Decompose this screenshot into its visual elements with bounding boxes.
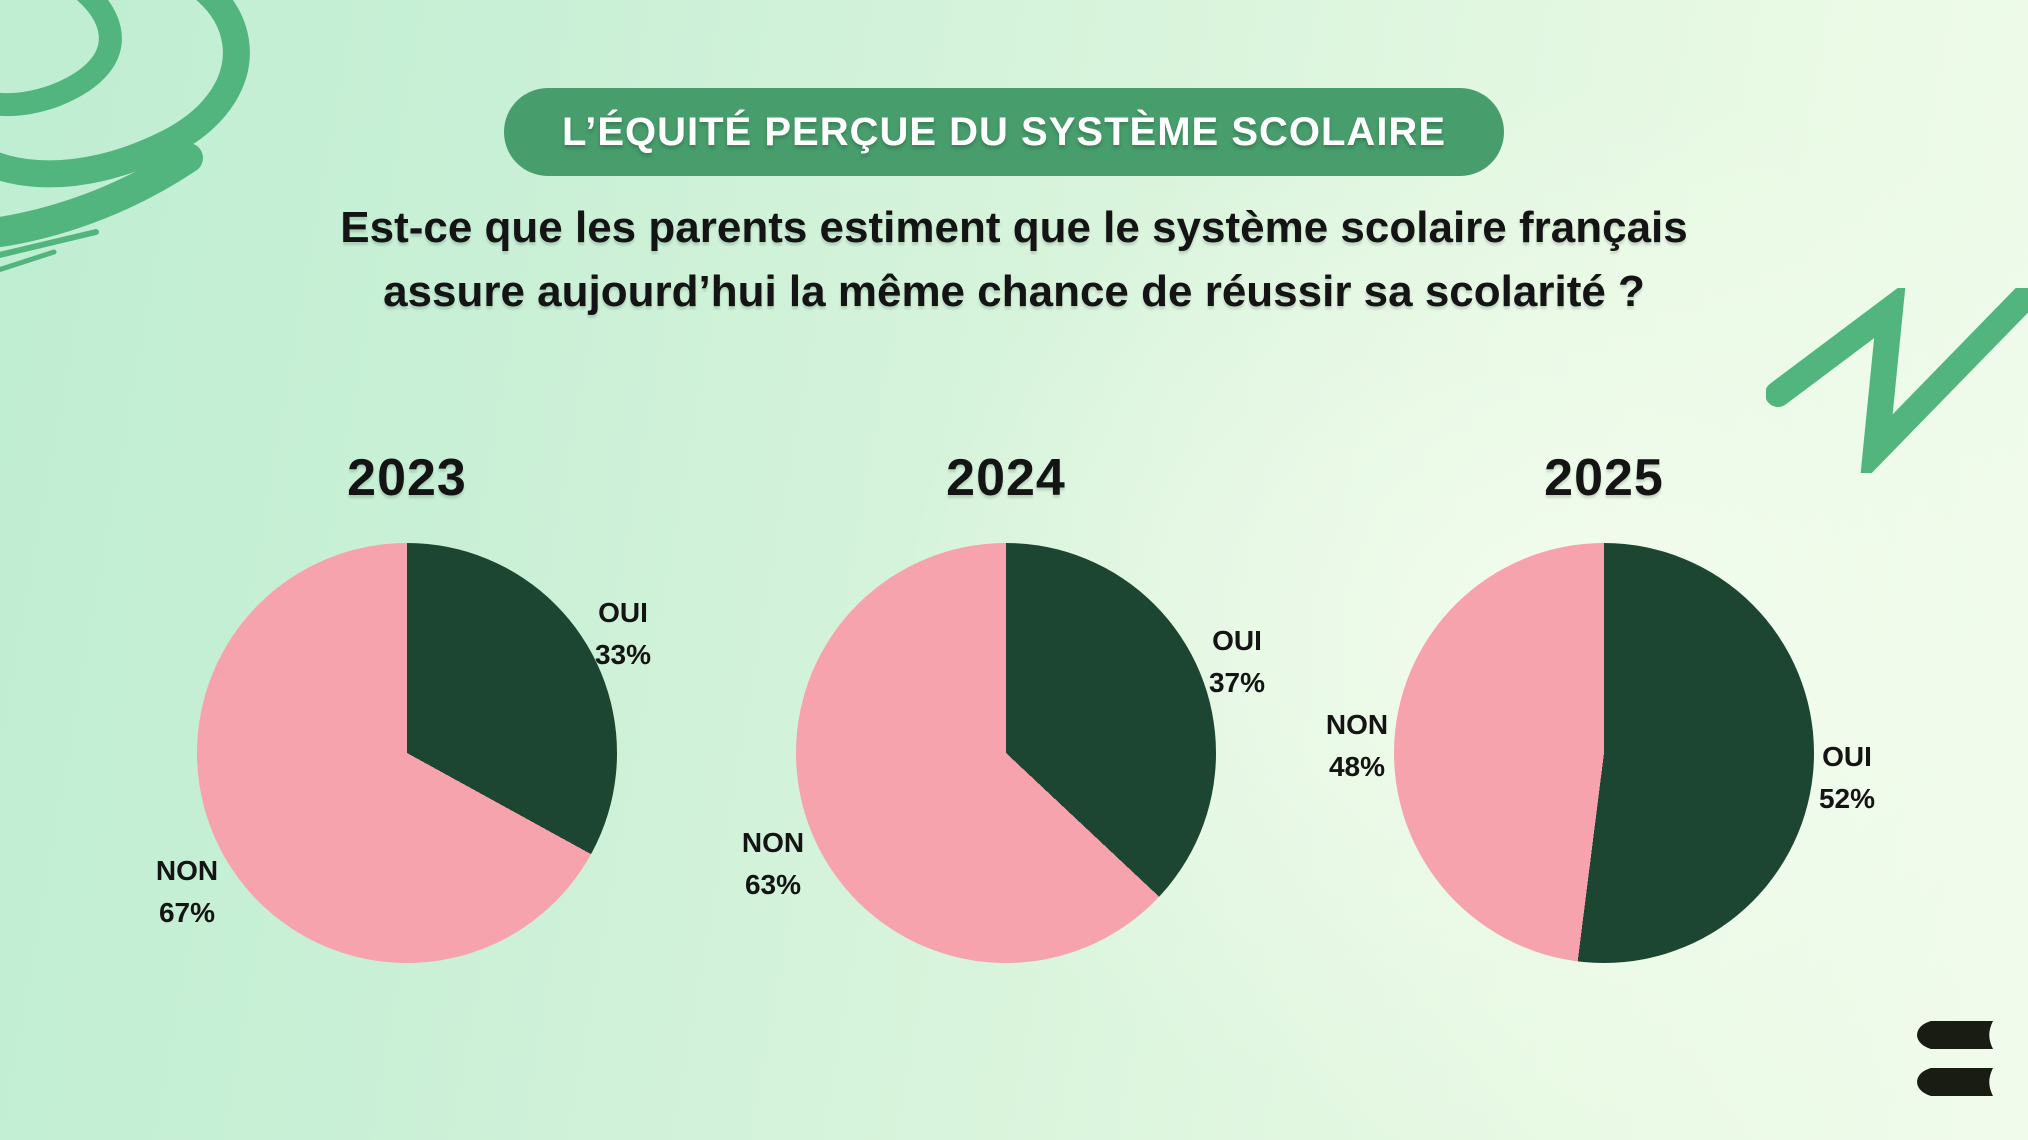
year-label-2024: 2024 [946, 449, 1066, 507]
pie-chart-2024 [796, 543, 1216, 963]
question-text: Est-ce que les parents estiment que le s… [0, 196, 2028, 324]
brand-logo-icon [1917, 1021, 1993, 1096]
year-label-2023: 2023 [347, 449, 467, 507]
slice-label-2023-non: NON 67% [155, 855, 219, 928]
slice-label-2024-non: NON 63% [741, 827, 805, 900]
year-label-2025: 2025 [1544, 449, 1664, 507]
slice-label-2023-oui: OUI 33% [594, 597, 652, 670]
question-line-1: Est-ce que les parents estiment que le s… [340, 203, 1688, 252]
slice-label-2025-non: NON 48% [1325, 709, 1389, 782]
slice-label-2025-oui: OUI 52% [1818, 741, 1876, 814]
title-badge: L’ÉQUITÉ PERÇUE DU SYSTÈME SCOLAIRE [503, 88, 1505, 176]
question-line-2: assure aujourd’hui la même chance de réu… [383, 267, 1645, 316]
pie-chart-2023 [197, 543, 617, 963]
pie-chart-2025 [1394, 543, 1814, 963]
slice-label-2024-oui: OUI 37% [1208, 625, 1266, 698]
